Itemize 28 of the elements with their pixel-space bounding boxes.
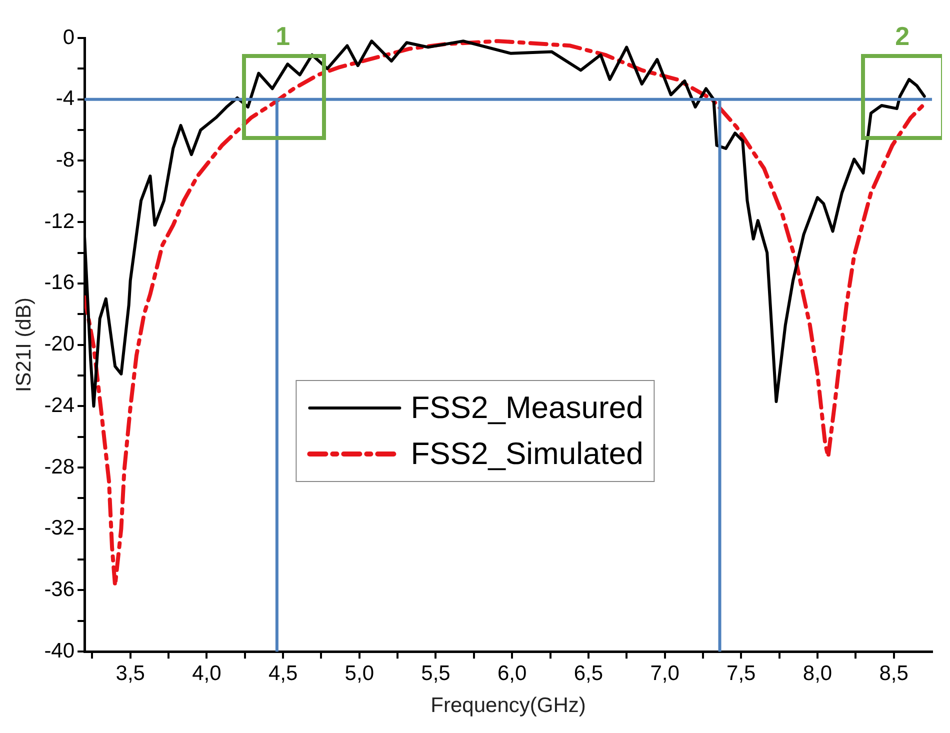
y-tick-label: -16 bbox=[44, 271, 75, 294]
y-axis-title: IS21I (dB) bbox=[12, 298, 36, 392]
x-tick-label: 8,0 bbox=[802, 662, 832, 685]
x-tick-label: 8,5 bbox=[879, 662, 908, 685]
legend-label: FSS2_Simulated bbox=[410, 434, 644, 473]
x-tick-label: 3,5 bbox=[116, 662, 145, 685]
x-tick-label: 6,0 bbox=[497, 662, 527, 685]
y-tick-label: -12 bbox=[44, 210, 75, 233]
y-tick-label: -20 bbox=[44, 332, 75, 356]
x-axis-title: Frequency(GHz) bbox=[430, 694, 586, 718]
y-tick-label: -28 bbox=[44, 455, 75, 478]
y-tick-label: 0 bbox=[62, 26, 75, 49]
y-tick-label: -36 bbox=[44, 578, 75, 602]
annotation: 2 bbox=[894, 21, 911, 51]
annotation: 1 bbox=[274, 21, 292, 51]
y-tick-label: -4 bbox=[56, 87, 75, 110]
x-tick-label: 6,5 bbox=[574, 662, 604, 685]
y-tick-label: -24 bbox=[44, 394, 75, 417]
x-tick-label: 7,5 bbox=[726, 662, 756, 685]
y-tick-label: -40 bbox=[44, 639, 75, 662]
x-tick-label: 5,0 bbox=[344, 662, 374, 685]
x-tick-label: 5,5 bbox=[421, 662, 450, 685]
legend-label: FSS2_Measured bbox=[410, 388, 644, 427]
x-tick-label: 4,5 bbox=[268, 662, 298, 685]
y-tick-label: -32 bbox=[44, 516, 75, 540]
x-tick-label: 7,0 bbox=[650, 662, 680, 685]
y-tick-label: -8 bbox=[56, 148, 75, 172]
x-tick-label: 4,0 bbox=[192, 662, 222, 685]
